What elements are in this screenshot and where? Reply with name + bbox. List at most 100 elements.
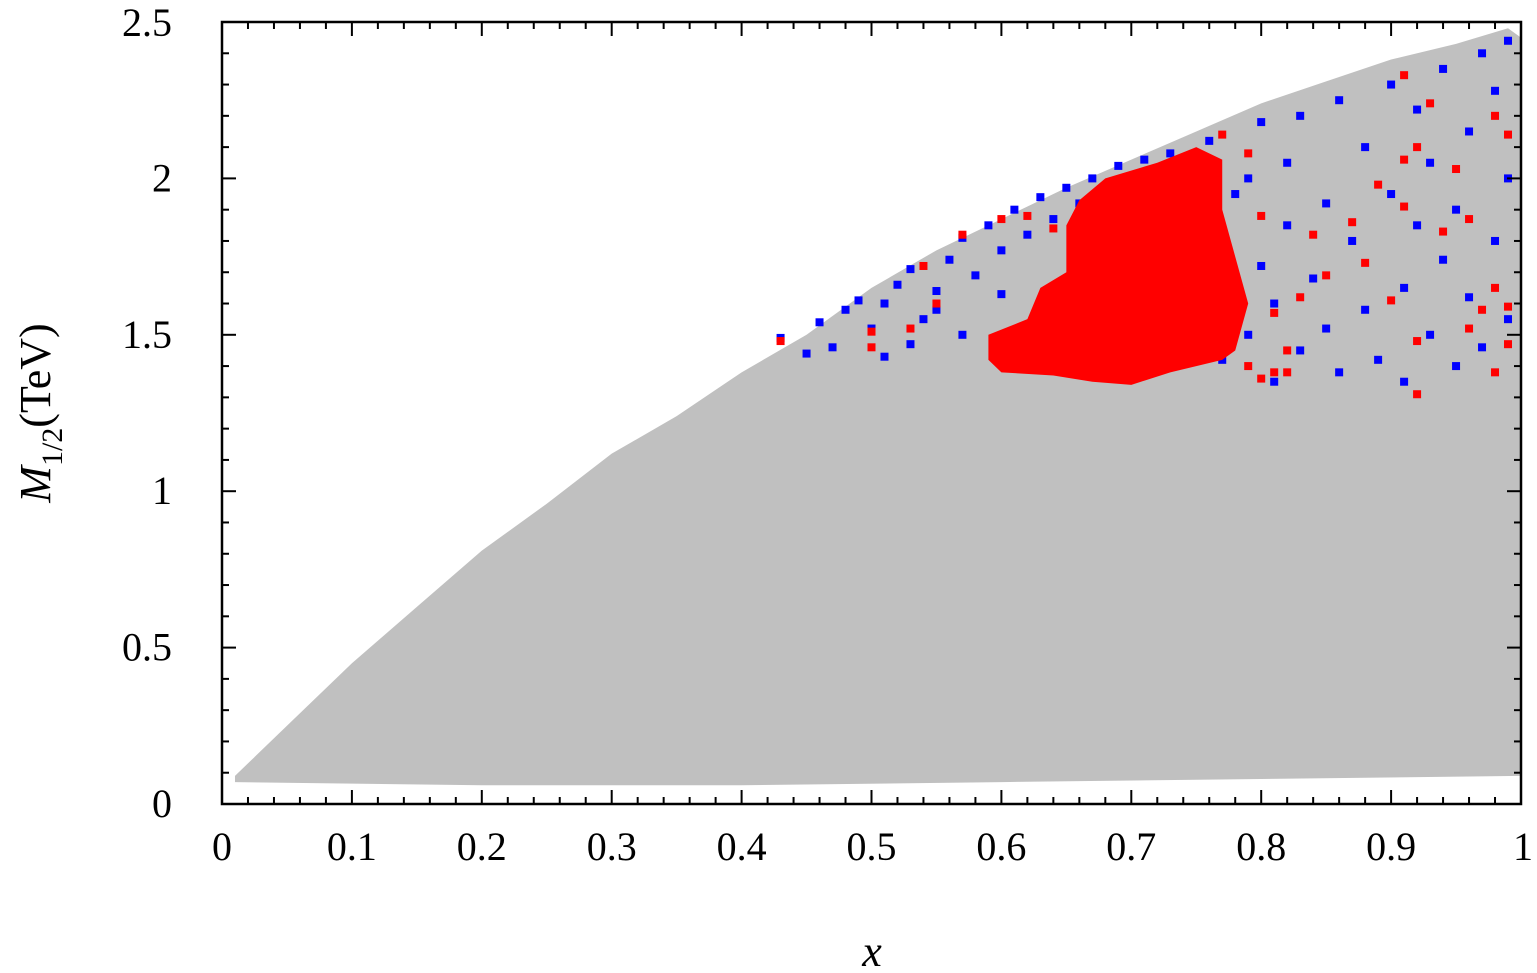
blue-point xyxy=(1309,274,1318,283)
x-tick-label: 0.6 xyxy=(976,824,1026,869)
blue-point xyxy=(1010,205,1019,214)
red-point xyxy=(932,299,941,308)
blue-point xyxy=(1400,283,1409,292)
blue-point xyxy=(984,221,993,230)
y-tick-labels: 0 0.5 1 1.5 2 2.5 xyxy=(122,0,172,826)
blue-point xyxy=(906,265,915,274)
red-point xyxy=(1439,227,1448,236)
blue-point xyxy=(1387,190,1396,199)
y-tick-label: 1.5 xyxy=(122,312,172,357)
x-tick-labels: 0 0.1 0.2 0.3 0.4 0.5 0.6 0.7 0.8 0.9 1 xyxy=(212,824,1533,869)
red-point xyxy=(1400,71,1409,80)
red-point xyxy=(919,261,928,270)
blue-point xyxy=(1049,215,1058,224)
blue-point xyxy=(1504,315,1513,324)
blue-point xyxy=(1257,118,1266,127)
red-point xyxy=(867,343,876,352)
blue-point xyxy=(1244,174,1253,183)
x-tick-label: 0.9 xyxy=(1366,824,1416,869)
red-point xyxy=(1413,390,1422,399)
y-axis-title-main: M xyxy=(11,464,60,504)
blue-point xyxy=(1413,105,1422,114)
blue-point xyxy=(1283,221,1292,230)
red-point xyxy=(1491,368,1500,377)
red-point xyxy=(1491,111,1500,120)
red-point xyxy=(958,230,967,239)
red-point xyxy=(1244,149,1253,158)
x-tick-label: 0 xyxy=(212,824,232,869)
x-tick-label: 0.3 xyxy=(587,824,637,869)
y-axis-title-unit: (TeV) xyxy=(11,323,60,427)
red-point xyxy=(1400,155,1409,164)
x-tick-label: 0.7 xyxy=(1106,824,1156,869)
blue-point xyxy=(1023,230,1032,239)
blue-point xyxy=(1361,305,1370,314)
blue-point xyxy=(919,315,928,324)
blue-point xyxy=(893,280,902,289)
blue-point xyxy=(1439,64,1448,73)
red-point xyxy=(1257,211,1266,220)
blue-point xyxy=(997,246,1006,255)
blue-point xyxy=(854,296,863,305)
blue-point xyxy=(1036,193,1045,202)
blue-point xyxy=(1452,205,1461,214)
red-point xyxy=(1296,293,1305,302)
x-tick-label: 1 xyxy=(1513,824,1533,869)
svg-text:M1/2(TeV): M1/2(TeV) xyxy=(11,323,69,503)
blue-point xyxy=(1335,368,1344,377)
blue-point xyxy=(1348,236,1357,245)
red-cluster xyxy=(988,147,1249,385)
y-tick-label: 1 xyxy=(152,468,172,513)
blue-point xyxy=(1491,86,1500,95)
blue-point xyxy=(1166,149,1175,158)
x-tick-label: 0.4 xyxy=(717,824,767,869)
blue-point xyxy=(1114,161,1123,170)
blue-point xyxy=(880,352,889,361)
y-tick-label: 0 xyxy=(152,781,172,826)
red-point xyxy=(776,337,785,346)
blue-point xyxy=(815,318,824,327)
blue-point xyxy=(1452,362,1461,371)
blue-point xyxy=(828,343,837,352)
red-point xyxy=(1348,218,1357,227)
red-point xyxy=(1491,283,1500,292)
red-point xyxy=(1465,215,1474,224)
blue-point xyxy=(802,349,811,358)
red-point xyxy=(1400,202,1409,211)
blue-point xyxy=(1062,183,1071,192)
red-point xyxy=(1322,271,1331,280)
red-point xyxy=(1374,180,1383,189)
red-point xyxy=(1023,211,1032,220)
red-point xyxy=(1452,165,1461,174)
blue-point xyxy=(1491,236,1500,245)
blue-point xyxy=(1374,355,1383,364)
blue-point xyxy=(1231,190,1240,199)
blue-point xyxy=(1244,330,1253,339)
y-axis-title-subscript: 1/2 xyxy=(36,428,69,466)
blue-point xyxy=(1296,111,1305,120)
blue-point xyxy=(1465,293,1474,302)
blue-point xyxy=(841,305,850,314)
blue-point xyxy=(1478,343,1487,352)
red-point xyxy=(1504,130,1513,139)
red-point xyxy=(906,324,915,333)
blue-point xyxy=(1400,377,1409,386)
blue-point xyxy=(1478,49,1487,58)
blue-point xyxy=(971,271,980,280)
blue-point xyxy=(1270,377,1279,386)
axis-ticks xyxy=(221,21,1522,805)
plot-area xyxy=(234,28,1521,786)
y-tick-label: 2 xyxy=(152,155,172,200)
red-point xyxy=(1465,324,1474,333)
blue-point xyxy=(1322,199,1331,208)
blue-point xyxy=(1465,127,1474,136)
blue-point xyxy=(1205,136,1214,145)
red-point xyxy=(1426,99,1435,108)
red-point xyxy=(1218,130,1227,139)
blue-point xyxy=(1387,80,1396,89)
blue-point xyxy=(1140,155,1149,164)
blue-point xyxy=(958,330,967,339)
blue-point xyxy=(1361,143,1370,152)
red-point xyxy=(1478,305,1487,314)
